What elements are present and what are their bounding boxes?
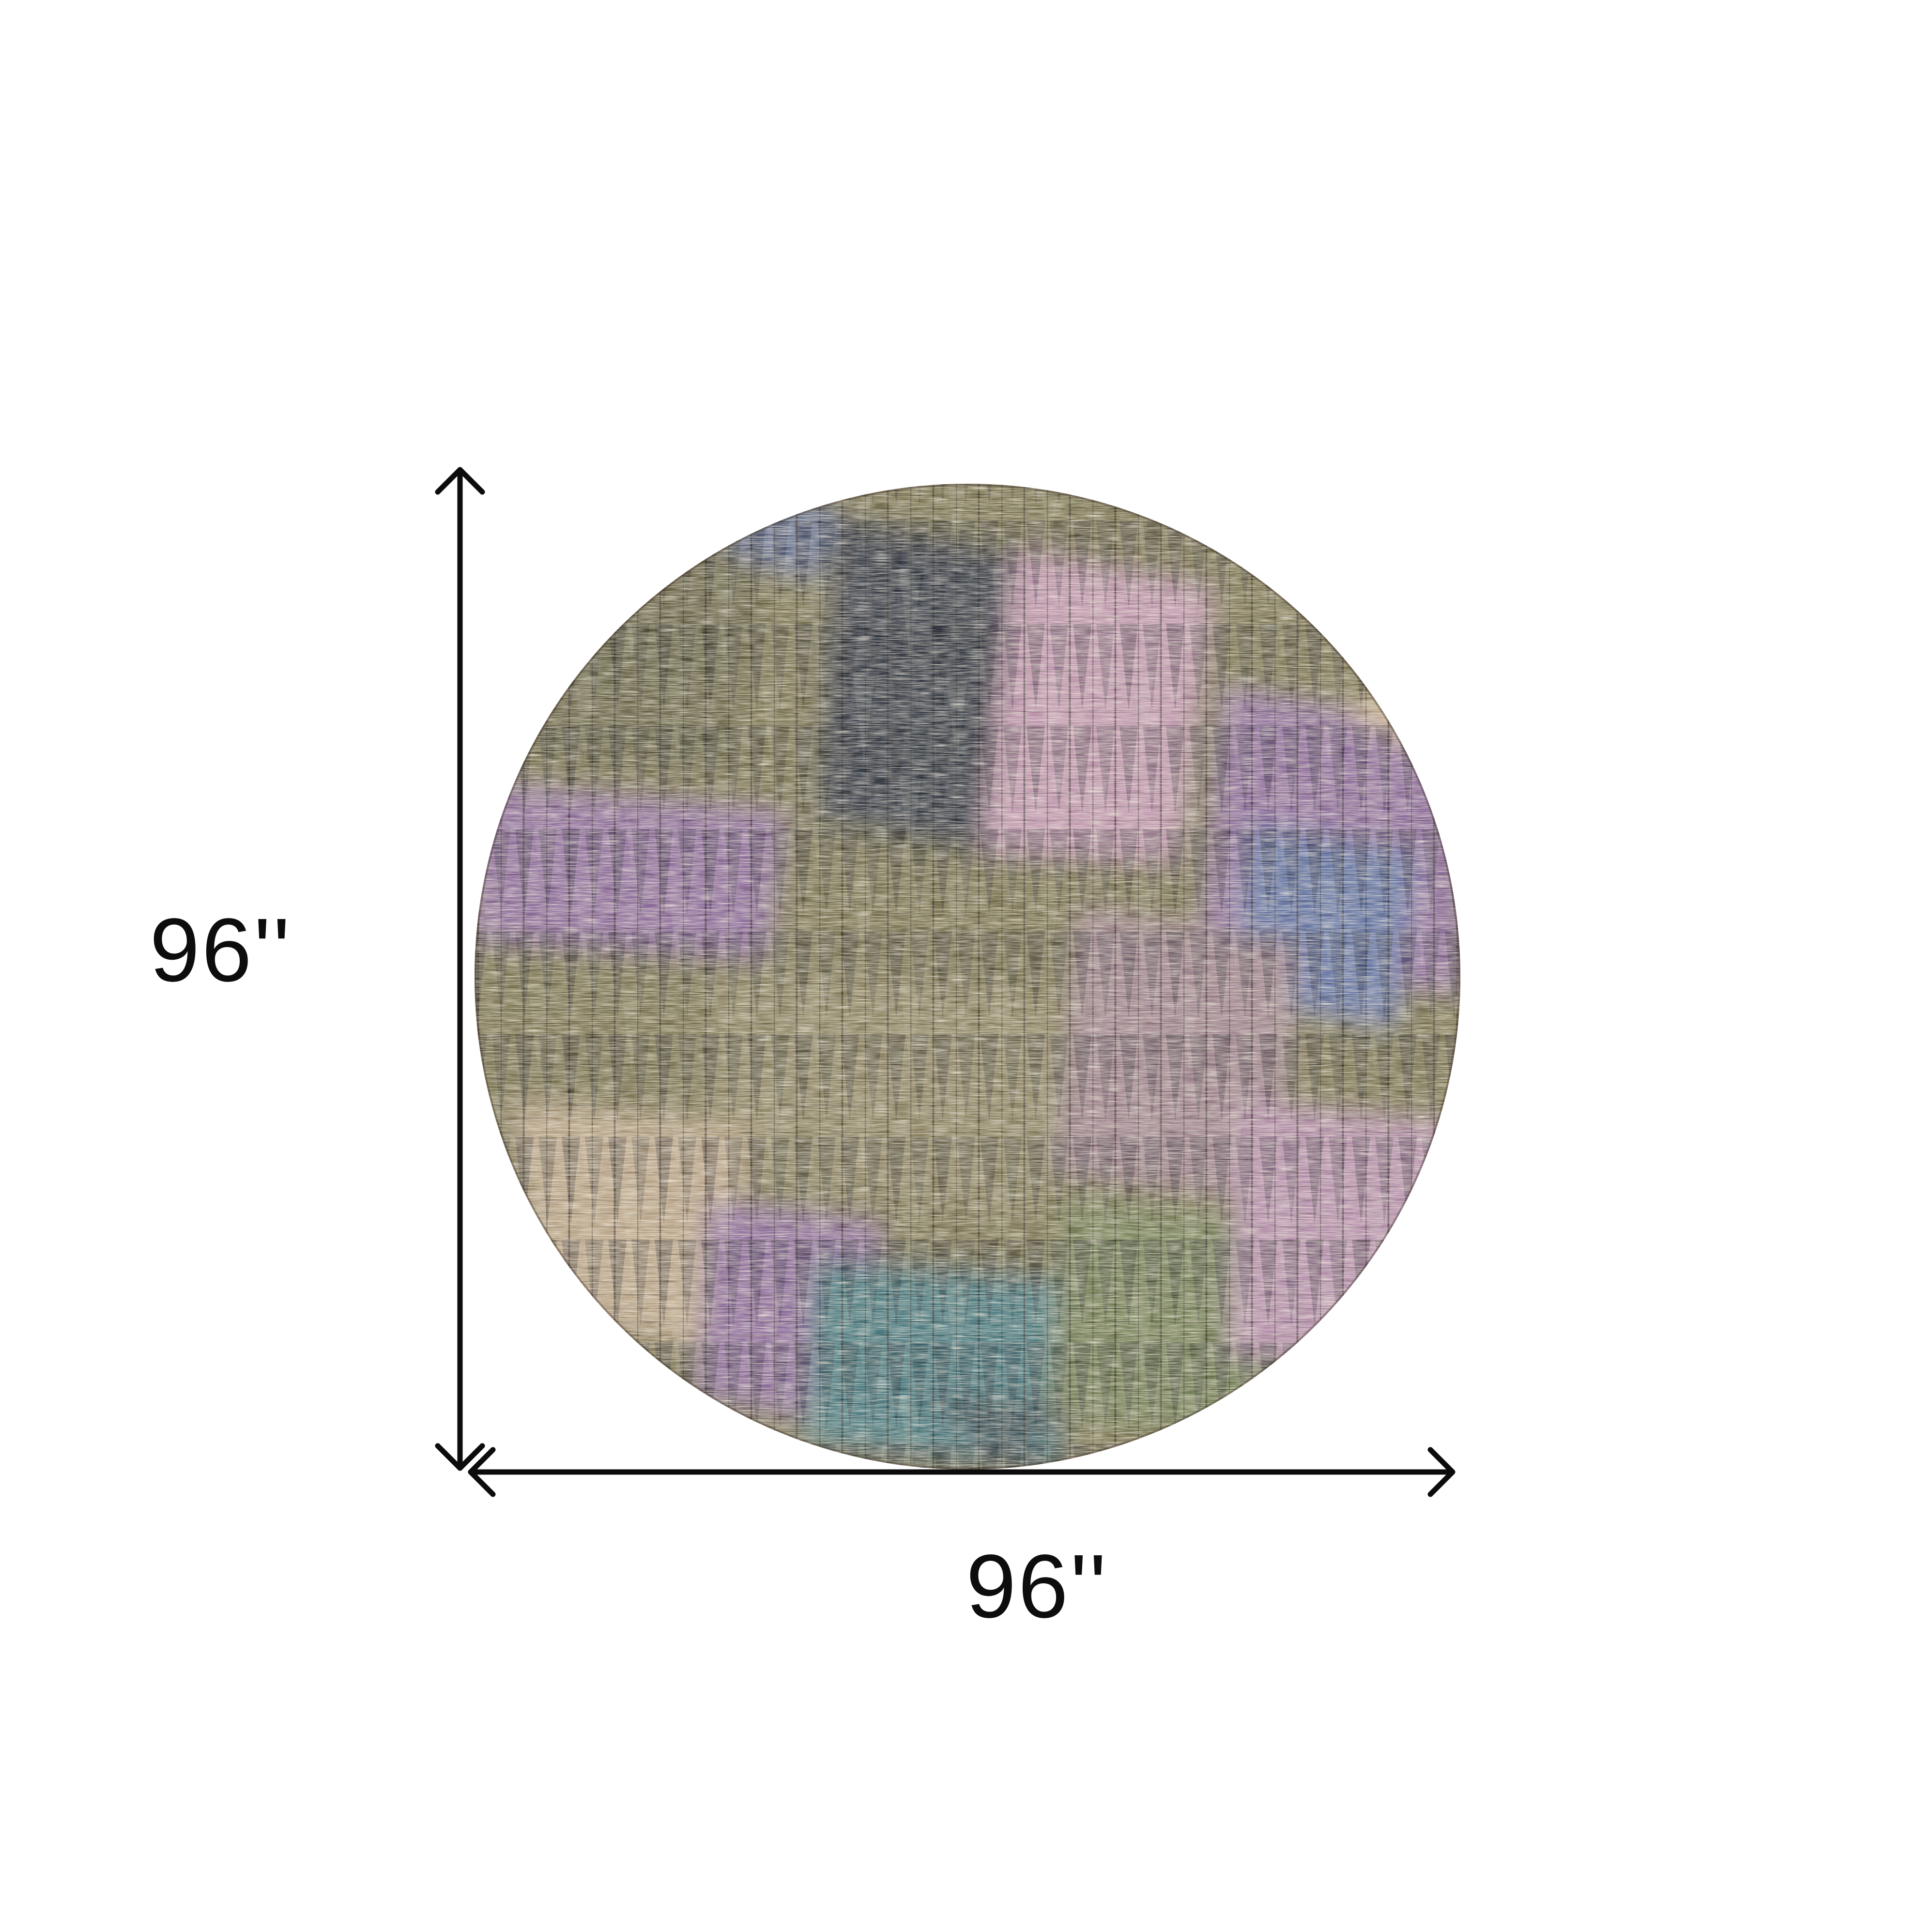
rug-edge-outline: [475, 484, 1460, 1470]
arrow-down-icon: [435, 1443, 485, 1471]
width-dimension-label: 96'': [966, 1536, 1108, 1637]
arrow-up-icon: [435, 467, 485, 495]
height-dimension-label: 96'': [150, 900, 292, 1000]
height-dimension-arrow: [435, 467, 485, 1471]
arrow-right-icon: [1427, 1447, 1456, 1497]
width-dimension-arrow: [468, 1447, 1456, 1497]
arrow-left-icon: [468, 1447, 496, 1497]
rug-image: [475, 484, 1460, 1470]
rug-texture-dark-grain: [475, 484, 1460, 1470]
